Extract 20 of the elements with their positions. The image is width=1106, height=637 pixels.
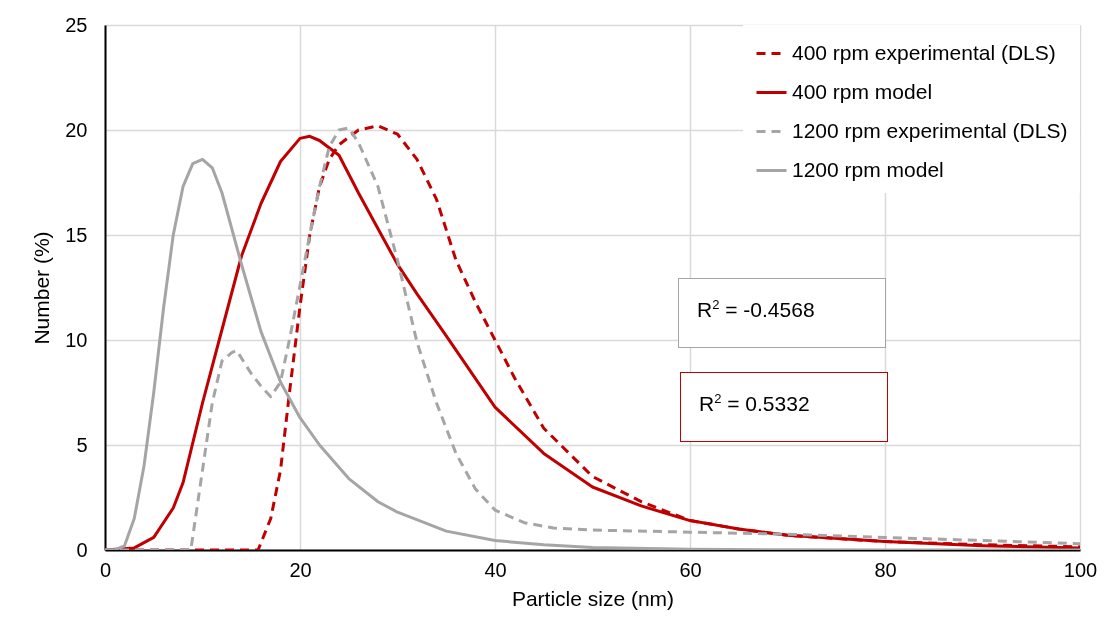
- legend-label: 400 rpm model: [792, 79, 933, 103]
- legend-label: 400 rpm experimental (DLS): [792, 40, 1056, 64]
- x-tick-label: 40: [484, 558, 507, 581]
- y-tick-label: 0: [76, 538, 88, 561]
- y-tick-label: 25: [65, 13, 88, 36]
- x-tick-label: 80: [874, 558, 897, 581]
- x-tick-label: 0: [99, 558, 112, 581]
- y-tick-label: 10: [65, 328, 88, 351]
- y-tick-label: 5: [76, 433, 88, 456]
- y-axis-title: Number (%): [30, 231, 54, 345]
- legend-label: 1200 rpm model: [792, 157, 944, 181]
- text-box: R$^{2}$ = 0.5332: [680, 372, 888, 442]
- y-tick-label: 20: [65, 118, 88, 141]
- x-tick-label: 60: [679, 558, 702, 581]
- text-box: R$^{2}$ = -0.4568: [678, 278, 886, 348]
- x-tick-label: 100: [1063, 558, 1098, 581]
- x-axis-title: Particle size (nm): [511, 586, 675, 610]
- legend-label: 1200 rpm experimental (DLS): [792, 118, 1068, 142]
- x-tick-label: 20: [289, 558, 312, 581]
- y-tick-label: 15: [65, 223, 88, 246]
